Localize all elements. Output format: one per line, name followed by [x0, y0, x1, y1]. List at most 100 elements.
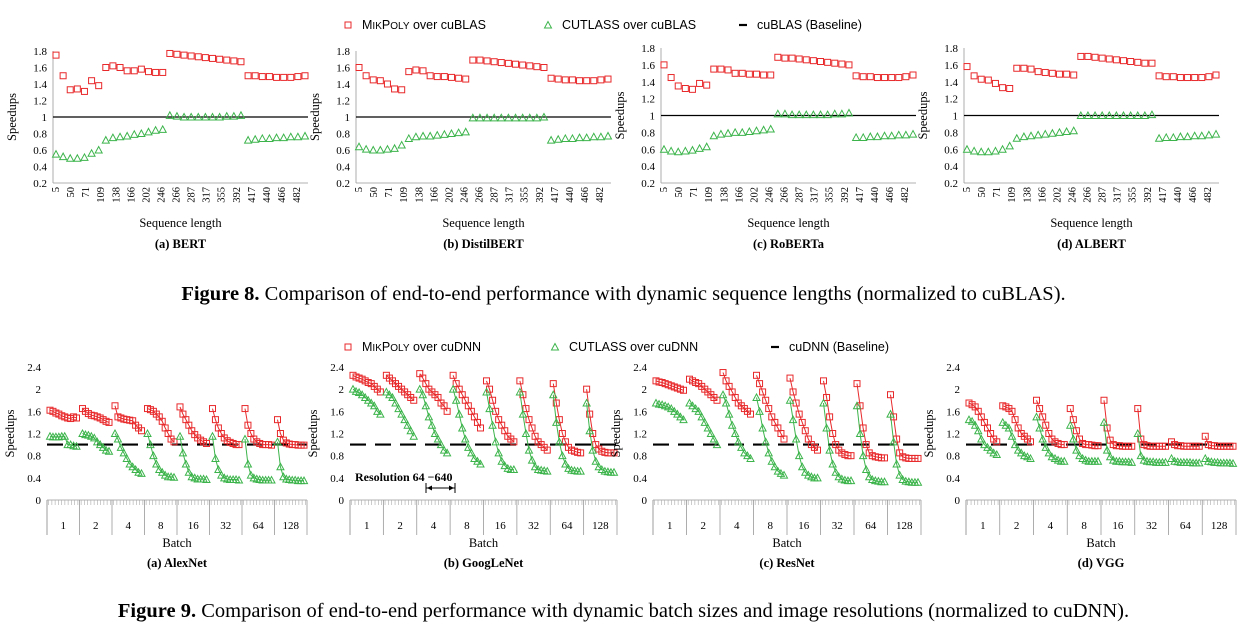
mikpoly-point — [440, 73, 448, 81]
x-tick-label: 71 — [384, 187, 395, 198]
cutlass-point — [825, 445, 834, 454]
x-tick-label: 1 — [61, 520, 67, 532]
y-axis-label: Speedups — [922, 409, 936, 457]
mikpoly-point — [1162, 73, 1170, 81]
cutlass-point — [476, 459, 485, 468]
cutlass-point — [467, 448, 476, 457]
cutlass-point — [436, 440, 446, 449]
mikpoly-point — [1008, 407, 1016, 415]
cutlass-line — [452, 389, 481, 465]
cutlass-point — [723, 128, 733, 137]
y-axis-label: Speedups — [916, 91, 930, 139]
cutlass-point — [222, 111, 232, 120]
mikpoly-point — [713, 396, 721, 404]
cutlass-point — [589, 132, 599, 141]
mikpoly-point — [201, 54, 209, 62]
cutlass-point — [527, 455, 537, 464]
cutlass-point — [730, 428, 740, 437]
mikpoly-point — [881, 454, 888, 462]
x-tick-label: 317 — [810, 187, 821, 203]
cutlass-point — [816, 110, 825, 119]
figure9-caption-label: Figure 9. — [117, 600, 197, 622]
x-tick-label: 440 — [565, 187, 576, 203]
mikpoly-point — [696, 79, 704, 87]
x-tick-label: 246 — [459, 187, 470, 203]
x-tick-label: 50 — [369, 187, 380, 198]
cutlass-point — [72, 441, 81, 450]
mikpoly-point — [301, 72, 309, 80]
x-tick-label: 128 — [592, 520, 609, 532]
cutlass-point — [98, 442, 108, 451]
cutlass-point — [548, 390, 558, 399]
mikpoly-point — [180, 51, 188, 59]
cutlass-point — [376, 145, 385, 154]
cutlass-point — [727, 420, 737, 429]
mikpoly-point — [902, 73, 910, 81]
cutlass-point — [240, 434, 250, 443]
mikpoly-point — [469, 56, 477, 64]
cutlass-point — [229, 111, 239, 120]
mikpoly-point — [123, 67, 131, 75]
cutlass-point — [475, 113, 485, 122]
cutlass-point — [702, 142, 712, 151]
cutlass-point — [1007, 431, 1017, 440]
cutlass-point — [92, 437, 102, 446]
mikpoly-point — [383, 80, 391, 88]
mikpoly-point — [1070, 71, 1078, 79]
y-tick-label: 1.4 — [641, 77, 655, 89]
cutlass-point — [895, 470, 905, 479]
cutlass-point — [1133, 110, 1143, 119]
mikpoly-point — [838, 60, 846, 68]
x-tick-label: 287 — [490, 187, 501, 203]
x-tick-label: 466 — [1188, 187, 1199, 203]
mikpoly-point — [211, 416, 219, 424]
cutlass-point — [385, 390, 394, 399]
cutlass-point — [591, 456, 601, 465]
x-tick-label: 4 — [431, 520, 437, 532]
x-tick-label: 109 — [704, 187, 715, 203]
cutlass-point — [500, 461, 510, 470]
x-tick-label: 166 — [126, 187, 137, 203]
cutlass-point — [403, 420, 413, 429]
cutlass-point — [463, 442, 473, 451]
mikpoly-point — [577, 449, 585, 457]
mikpoly-point — [801, 427, 809, 435]
mikpoly-point — [73, 414, 80, 422]
cutlass-point — [992, 450, 1002, 459]
mikpoly-line — [856, 383, 885, 459]
cutlass-point — [131, 464, 140, 474]
mikpoly-point — [116, 64, 124, 71]
cutlass-point — [861, 464, 871, 474]
mikpoly-point — [1195, 442, 1203, 450]
y-tick-label: 0.8 — [330, 451, 344, 463]
x-tick-label: 466 — [277, 187, 288, 203]
cutlass-point — [234, 475, 244, 484]
cutlass-point — [764, 448, 774, 457]
x-tick-label: 466 — [580, 187, 591, 203]
cutlass-point — [691, 404, 700, 413]
cutlass-point — [596, 132, 606, 141]
fig9-legend-label: cuDNN (Baseline) — [789, 340, 889, 354]
x-axis-label: Batch — [469, 536, 499, 550]
y-tick-label: 1.2 — [944, 94, 958, 106]
mikpoly-point — [1100, 396, 1108, 404]
mikpoly-point — [583, 77, 591, 85]
cutlass-point — [787, 110, 797, 119]
x-tick-label: 287 — [1098, 187, 1109, 203]
mikpoly-point — [144, 68, 152, 76]
cutlass-point — [1126, 110, 1135, 119]
cutlass-point — [184, 467, 194, 476]
y-tick-label: 1.2 — [336, 96, 350, 108]
mikpoly-point — [433, 73, 441, 81]
cutlass-point — [470, 453, 479, 462]
bert-chart-4: 0.2 0.4 0.6 0.8 1 1.2 1.4 1.6 1.8 5 50 71 109 138 166 2… — [916, 43, 1221, 251]
mikpoly-point — [993, 438, 1001, 446]
y-tick-label: 0.8 — [946, 451, 960, 463]
y-tick-label: 0.2 — [944, 178, 958, 190]
y-tick-label: 0.8 — [641, 127, 655, 139]
cutlass-point — [211, 453, 220, 462]
x-tick-label: 466 — [885, 187, 896, 203]
cutlass-point — [688, 401, 697, 410]
cutlass-point — [488, 420, 497, 429]
y-tick-label: 1.6 — [336, 63, 350, 75]
